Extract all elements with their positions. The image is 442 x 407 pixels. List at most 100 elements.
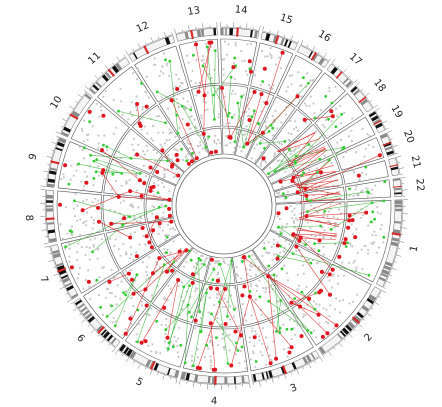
outer-red-point [198, 366, 202, 370]
outer-bg-point [325, 321, 327, 323]
outer-red-point [87, 280, 91, 284]
outer-bg-point [354, 260, 356, 262]
middle-bg-point [164, 298, 166, 300]
chr-10-tick [78, 94, 82, 97]
chr-17-tick [332, 59, 335, 63]
middle-bg-point [329, 203, 331, 205]
chr-14-tick [259, 26, 260, 31]
outer-green-point [95, 170, 98, 173]
outer-green-point [140, 82, 143, 85]
outer-bg-point [66, 233, 68, 235]
middle-green-point [188, 284, 191, 287]
outer-bg-point [125, 290, 127, 292]
outer-red-point [234, 330, 238, 334]
middle-bg-point [119, 255, 121, 257]
chr-22-tick [401, 177, 406, 178]
outer-green-point [215, 336, 218, 339]
outer-green-point [233, 57, 236, 60]
chr-5-tick [150, 370, 152, 375]
middle-bg-point [323, 254, 325, 256]
middle-bg-point [151, 294, 153, 296]
outer-green-point [279, 327, 282, 330]
outer-bg-point [355, 228, 357, 230]
chr-2-tick [378, 296, 380, 297]
inner-red-point [151, 228, 155, 232]
outer-bg-point [336, 141, 338, 143]
outer-green-point [235, 342, 238, 345]
middle-bg-point [200, 115, 202, 117]
outer-track-segment [277, 55, 322, 106]
middle-red-point [117, 195, 121, 199]
outer-bg-point [161, 65, 163, 67]
inner-bg-point [162, 230, 164, 232]
chr-10-tick [69, 106, 73, 109]
inner-bg-point [273, 243, 275, 245]
outer-bg-point [343, 112, 345, 114]
middle-red-point [191, 281, 195, 285]
outer-bg-point [165, 324, 167, 326]
green-link [310, 192, 367, 201]
green-link [138, 265, 165, 342]
outer-bg-point [352, 233, 354, 235]
outer-bg-point [131, 101, 133, 103]
outer-bg-point [111, 292, 113, 294]
outer-bg-point [356, 294, 358, 296]
inner-bg-point [200, 255, 202, 257]
chr-12-tick [172, 32, 173, 34]
outer-bg-point [333, 327, 335, 329]
chr-15-tick [263, 26, 264, 31]
middle-bg-point [226, 301, 228, 303]
outer-green-point [275, 330, 278, 333]
outer-bg-point [233, 62, 235, 64]
middle-bg-point [144, 153, 146, 155]
outer-red-point [317, 313, 321, 317]
outer-red-point [231, 65, 235, 69]
outer-green-point [64, 245, 67, 248]
inner-green-point [213, 268, 216, 271]
middle-red-point [243, 284, 247, 288]
middle-bg-point [130, 253, 132, 255]
outer-bg-point [103, 135, 105, 137]
outer-bg-point [235, 44, 237, 46]
inner-bg-point [271, 259, 273, 261]
outer-bg-point [365, 148, 367, 150]
outer-bg-point [177, 356, 179, 358]
middle-bg-point [150, 138, 152, 140]
outer-bg-point [179, 85, 181, 87]
outer-bg-point [94, 237, 96, 239]
inner-bg-point [237, 275, 239, 277]
inner-bg-point [276, 253, 278, 255]
middle-bg-point [205, 102, 207, 104]
outer-bg-point [367, 225, 369, 227]
outer-bg-point [97, 249, 99, 251]
outer-red-point [351, 218, 355, 222]
outer-bg-point [340, 268, 342, 270]
outer-green-point [367, 191, 370, 194]
middle-bg-point [276, 275, 278, 277]
middle-green-point [309, 199, 312, 202]
middle-bg-point [152, 140, 154, 142]
inner-green-point [185, 159, 188, 162]
outer-red-point [84, 181, 88, 185]
outer-bg-point [97, 165, 99, 167]
middle-green-point [258, 295, 261, 298]
outer-bg-point [93, 222, 95, 224]
middle-bg-point [125, 253, 127, 255]
outer-red-point [207, 41, 211, 45]
chr-4-tick [250, 383, 251, 388]
middle-bg-point [305, 239, 307, 241]
outer-bg-point [62, 238, 64, 240]
middle-bg-point [216, 297, 218, 299]
outer-bg-point [150, 307, 152, 309]
inner-bg-point [193, 250, 195, 252]
middle-bg-point [294, 120, 296, 122]
outer-bg-point [222, 337, 224, 339]
middle-bg-point [115, 238, 117, 240]
outer-bg-point [320, 109, 322, 111]
middle-bg-point [281, 143, 283, 145]
outer-bg-point [329, 304, 331, 306]
outer-bg-point [161, 96, 163, 98]
outer-red-point [290, 345, 294, 349]
middle-bg-point [314, 235, 316, 237]
chr-1-tick [396, 255, 401, 256]
